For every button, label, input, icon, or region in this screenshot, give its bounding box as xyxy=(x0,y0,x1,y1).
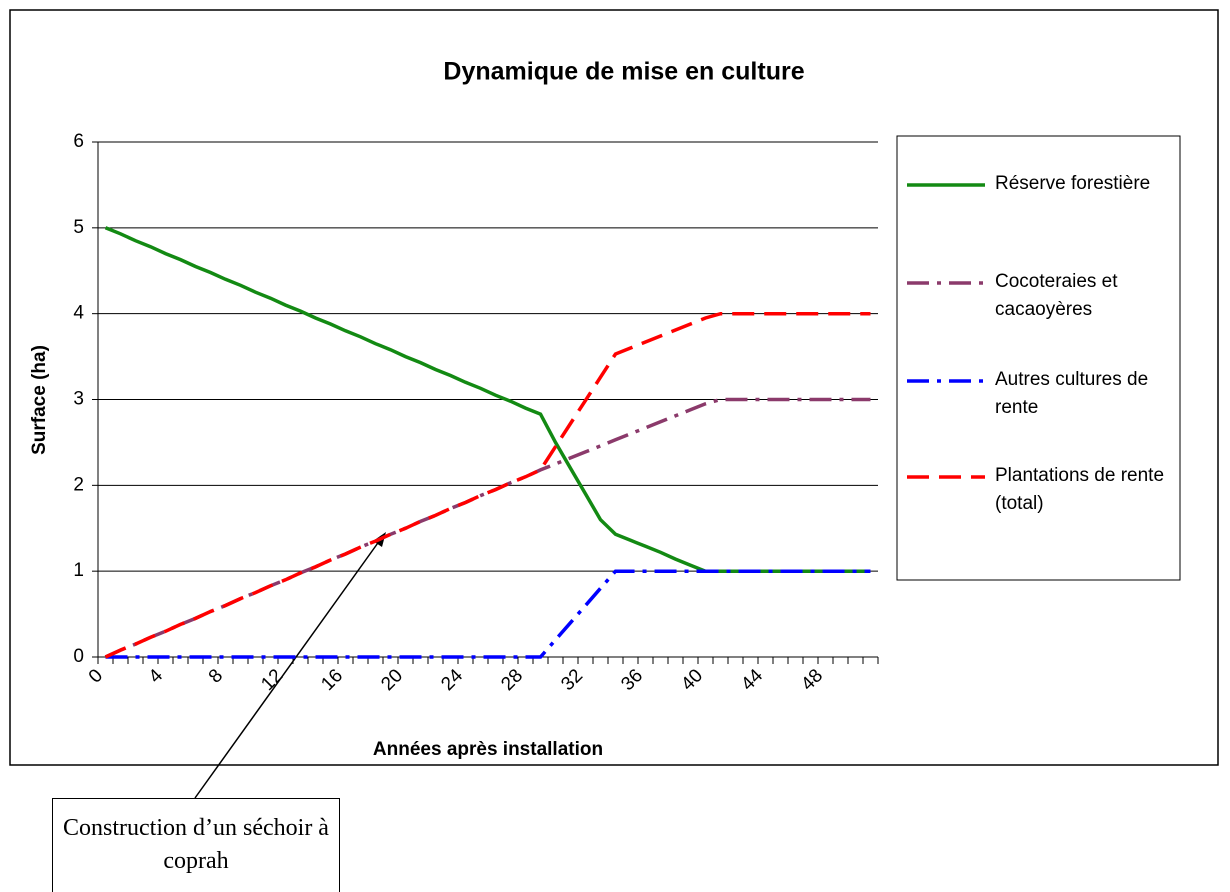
x-tick-label: 36 xyxy=(617,665,647,695)
legend-label: Réserve forestière xyxy=(995,173,1151,194)
x-tick-label: 40 xyxy=(677,665,707,695)
x-tick-label: 8 xyxy=(205,665,227,687)
series-line xyxy=(104,311,871,659)
x-tick-label: 28 xyxy=(497,665,527,695)
annotation: Construction d’un séchoir à coprah xyxy=(52,798,340,892)
legend-label: Cocoteraies et cacaoyères xyxy=(995,271,1118,320)
x-tick-label: 44 xyxy=(737,665,767,695)
y-tick-label: 0 xyxy=(73,646,84,667)
x-tick-label: 16 xyxy=(317,665,347,695)
series-line xyxy=(104,397,871,659)
legend-box xyxy=(896,135,1181,581)
legend-label: Autres cultures de rente xyxy=(995,369,1149,418)
x-tick-label: 0 xyxy=(85,665,107,687)
chart-frame xyxy=(9,9,1219,766)
y-tick-label: 5 xyxy=(73,217,84,238)
x-tick-label: 48 xyxy=(797,665,827,695)
y-tick-label: 2 xyxy=(73,474,84,495)
x-tick-label: 32 xyxy=(557,665,587,695)
y-tick-label: 6 xyxy=(73,131,84,152)
x-axis-label: Années après installation xyxy=(373,739,603,760)
chart-title: Dynamique de mise en culture xyxy=(443,58,804,86)
annotation-arrow xyxy=(194,539,381,799)
legend-label: Plantations de rente (total) xyxy=(995,465,1165,514)
x-tick-label: 20 xyxy=(377,665,407,695)
y-tick-label: 3 xyxy=(73,389,84,410)
series-line xyxy=(105,569,871,659)
x-tick-label: 24 xyxy=(437,665,467,695)
x-tick-label: 4 xyxy=(145,665,168,688)
y-tick-label: 1 xyxy=(73,560,84,581)
x-tick-label: 12 xyxy=(257,665,287,695)
y-tick-label: 4 xyxy=(73,303,84,324)
y-axis-label: Surface (ha) xyxy=(29,345,50,455)
